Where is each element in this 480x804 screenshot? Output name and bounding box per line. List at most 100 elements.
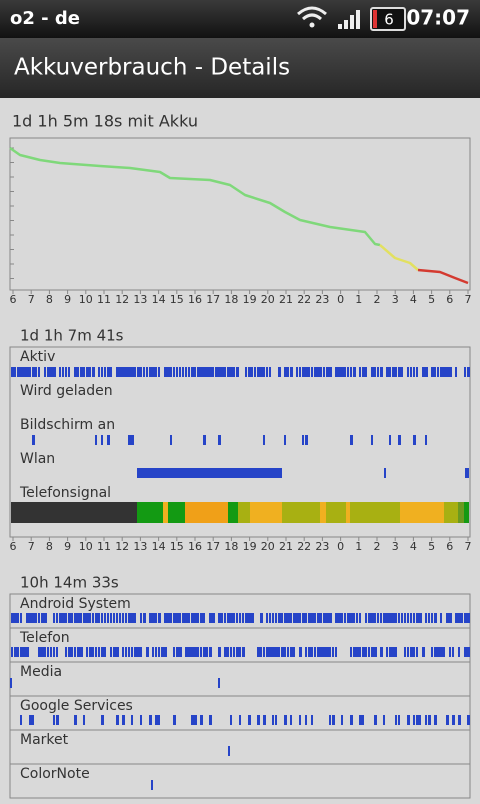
- usage-segment: [233, 367, 235, 377]
- usage-segment: [410, 367, 412, 377]
- usage-segment: [344, 367, 346, 377]
- usage-segment: [149, 367, 152, 377]
- usage-segment: [353, 367, 356, 377]
- usage-segment: [428, 715, 431, 725]
- usage-segment: [434, 613, 437, 623]
- row-label: Bildschirm an: [20, 417, 115, 433]
- usage-segment: [86, 647, 88, 657]
- usage-segment: [173, 715, 176, 725]
- hour-label: 0: [337, 293, 344, 306]
- usage-segment: [458, 613, 461, 623]
- hour-label: 0: [337, 540, 344, 553]
- hour-label: 12: [115, 293, 129, 306]
- hour-label: 21: [279, 293, 293, 306]
- usage-segment: [236, 613, 238, 623]
- usage-segment: [467, 367, 470, 377]
- usage-segment: [209, 367, 212, 377]
- usage-segment: [284, 715, 287, 725]
- usage-segment: [53, 647, 55, 657]
- usage-segment: [314, 647, 316, 657]
- usage-segment: [173, 613, 176, 623]
- usage-segment: [281, 613, 283, 623]
- title-bar: [0, 38, 480, 98]
- signal-segment: [458, 502, 464, 523]
- usage-segment: [284, 435, 286, 445]
- usage-segment: [218, 647, 221, 657]
- usage-segment: [11, 367, 14, 377]
- usage-segment: [329, 715, 331, 725]
- usage-segment: [65, 367, 67, 377]
- usage-segment: [422, 367, 425, 377]
- row-label: Aktiv: [20, 349, 55, 365]
- usage-segment: [443, 647, 445, 657]
- usage-segment: [14, 647, 17, 657]
- usage-segment: [98, 613, 100, 623]
- usage-segment: [401, 367, 403, 377]
- clock: 07:07: [406, 6, 470, 30]
- usage-segment: [251, 367, 253, 377]
- usage-segment: [140, 613, 142, 623]
- graph-ticks: [10, 147, 14, 279]
- hour-label: 3: [392, 540, 399, 553]
- usage-segment: [341, 715, 343, 725]
- hour-label: 1: [355, 293, 362, 306]
- hour-label: 19: [243, 540, 257, 553]
- usage-segment: [29, 715, 32, 725]
- usage-segment: [386, 367, 389, 377]
- usage-segment: [248, 367, 251, 377]
- usage-segment: [176, 613, 179, 623]
- hour-label: 22: [297, 293, 311, 306]
- usage-segment: [137, 647, 140, 657]
- usage-segment: [212, 367, 214, 377]
- usage-segment: [131, 435, 134, 445]
- usage-segment: [353, 647, 356, 657]
- usage-segment: [98, 367, 100, 377]
- usage-segment: [203, 647, 206, 657]
- usage-segment: [176, 647, 179, 657]
- usage-segment: [26, 647, 29, 657]
- usage-segment: [380, 367, 383, 377]
- usage-segment: [269, 367, 271, 377]
- usage-segment: [410, 647, 413, 657]
- usage-segment: [362, 367, 365, 377]
- hour-label: 17: [206, 540, 220, 553]
- signal-segment: [185, 502, 228, 523]
- usage-segment: [86, 367, 89, 377]
- usage-segment: [194, 613, 197, 623]
- usage-segment: [272, 647, 275, 657]
- usage-segment: [341, 367, 344, 377]
- usage-segment: [401, 613, 403, 623]
- usage-segment: [389, 367, 391, 377]
- usage-segment: [407, 367, 409, 377]
- usage-segment: [185, 613, 188, 623]
- usage-segment: [29, 613, 32, 623]
- battery-level: 6: [384, 11, 394, 29]
- hour-label: 15: [170, 540, 184, 553]
- usage-segment: [44, 613, 47, 623]
- usage-segment: [59, 613, 62, 623]
- usage-segment: [101, 715, 104, 725]
- usage-segment: [359, 367, 361, 377]
- usage-segment: [317, 613, 320, 623]
- usage-segment: [68, 367, 70, 377]
- usage-segment: [164, 647, 167, 657]
- signal-segment: [346, 502, 350, 523]
- usage-segment: [269, 647, 272, 657]
- usage-segment: [302, 435, 304, 445]
- usage-segment: [338, 613, 341, 623]
- usage-segment: [284, 647, 286, 657]
- usage-segment: [377, 367, 379, 377]
- hour-label: 16: [188, 293, 202, 306]
- usage-segment: [170, 435, 172, 445]
- usage-segment: [383, 715, 385, 725]
- usage-segment: [77, 367, 79, 377]
- usage-segment: [185, 647, 188, 657]
- usage-segment: [350, 613, 353, 623]
- usage-segment: [374, 647, 377, 657]
- usage-segment: [230, 367, 233, 377]
- usage-segment: [77, 613, 80, 623]
- usage-segment: [413, 367, 415, 377]
- usage-segment: [191, 367, 194, 377]
- signal-frame: [9, 346, 471, 538]
- usage-segment: [41, 647, 44, 657]
